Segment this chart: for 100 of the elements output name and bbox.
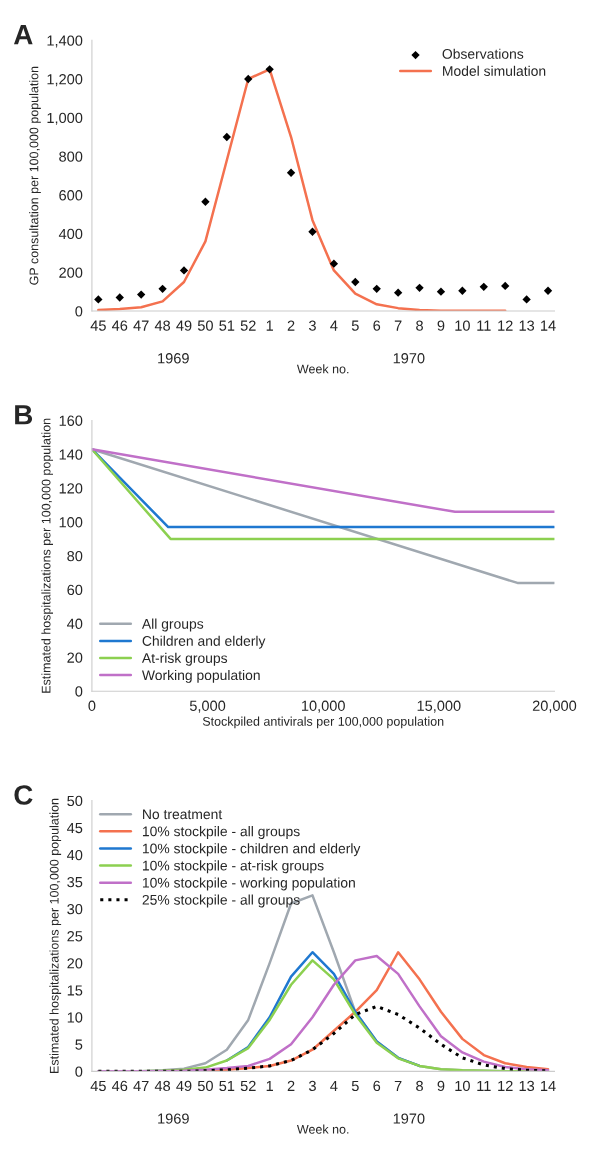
point [372,284,381,293]
x-tick-label: 5 [351,320,359,331]
x-tick-label: 11 [477,320,491,331]
y-tick-label: 140 [59,449,83,460]
point [458,286,467,295]
y-tick-label: 20 [67,958,83,969]
text: 1970 [393,1113,425,1124]
point [329,259,339,268]
y-tick-label: 1,400 [47,35,83,48]
y-tick-label: 20 [67,652,83,663]
x-tick-label: 0 [88,700,96,711]
x-tick-label: 47 [133,1080,149,1091]
x-axis-title: Week no. [296,364,349,374]
point [308,227,317,236]
x-tick-label: 6 [373,320,381,331]
x-tick-label: 15,000 [417,700,461,713]
y-tick-label: 0 [75,306,83,317]
point [351,277,360,287]
y-tick-label: 45 [67,822,83,834]
y-tick-label: 0 [75,1066,83,1077]
y-tick-label: 10 [67,1012,83,1023]
x-tick-label: 14 [541,320,556,331]
legend-label: 10% stockpile - all groups [142,826,300,840]
x-tick-label: 11 [477,1080,491,1091]
point [222,132,231,142]
y-tick-label: 30 [67,904,83,915]
x-tick-label: 13 [519,320,535,331]
y-tick-label: 800 [59,151,83,162]
x-tick-label: 1 [266,320,273,331]
legend-label: 10% stockpile - children and elderly [142,843,361,857]
y-tick-label: 0 [75,686,83,697]
point [179,266,189,275]
legend-label: 10% stockpile - working population [142,877,355,891]
x-tick-label: 10,000 [302,700,345,713]
x-tick-label: 20,000 [532,700,577,713]
x-tick-label: 9 [437,1080,445,1092]
x-tick-label: 49 [176,320,192,331]
x-tick-label: 48 [154,320,171,331]
legend-label: Children and elderly [142,635,266,649]
legend-label: Observations [442,48,524,59]
y-tick-label: 25 [67,931,83,942]
y-tick-label: 1,200 [47,74,83,87]
point [137,290,146,299]
point [115,293,124,302]
legend-label: At-risk groups [141,652,228,666]
point [244,74,253,84]
x-tick-label: 50 [197,1080,213,1092]
x-tick-label: 10 [455,1080,470,1092]
point [94,295,103,304]
x-tick-label: 7 [394,1080,402,1091]
x-tick-label: 13 [519,1080,535,1092]
x-axis-title: Week no. [296,1124,349,1134]
x-tick-label: 4 [330,1080,338,1091]
point [522,295,531,304]
y-tick-label: 160 [59,415,83,426]
legend-label: 25% stockpile - all groups [142,894,300,908]
y-axis-title: Estimated hospitalizations per 100,000 population [49,798,62,1073]
x-tick-label: 5 [351,1080,359,1092]
legend-label: Model simulation [443,65,546,76]
y-tick-label: 1,000 [47,112,83,125]
point [286,168,296,177]
x-tick-label: 1 [266,1080,273,1091]
y-tick-label: 5 [75,1039,83,1050]
x-tick-label: 46 [111,320,128,331]
x-tick-label: 51 [219,1080,235,1092]
text: 1970 [393,353,425,364]
point [201,197,210,206]
x-tick-label: 51 [219,320,235,331]
legend-label: No treatment [143,809,223,820]
x-tick-label: 14 [541,1080,556,1091]
y-tick-label: 80 [67,550,83,562]
point [501,281,510,291]
x-tick-label: 46 [111,1080,128,1092]
text: 1969 [158,353,189,364]
x-tick-label: 5,000 [189,700,226,713]
chart-title: C [14,785,33,805]
y-tick-label: 40 [67,618,83,629]
x-tick-label: 2 [287,1080,295,1091]
y-tick-label: 50 [67,795,83,807]
y-tick-label: 120 [59,483,83,494]
point [393,288,403,297]
point [158,284,167,293]
point [436,287,446,296]
legend-label: Working population [141,669,260,683]
x-tick-label: 10 [455,320,470,331]
legend-label: 10% stockpile - at-risk groups [142,860,324,874]
point [479,282,488,292]
y-tick-label: 15 [67,985,83,996]
x-tick-label: 12 [498,320,513,331]
x-tick-label: 8 [416,320,423,331]
x-tick-label: 6 [373,1080,381,1092]
x-tick-label: 50 [197,320,213,331]
text: 1969 [158,1113,189,1124]
y-tick-label: 200 [59,267,83,278]
chart-title: B [15,405,33,425]
x-tick-label: 2 [287,320,295,331]
point [543,286,553,295]
x-tick-label: 52 [240,320,256,331]
y-tick-label: 100 [59,517,83,528]
x-tick-label: 45 [90,1080,106,1092]
